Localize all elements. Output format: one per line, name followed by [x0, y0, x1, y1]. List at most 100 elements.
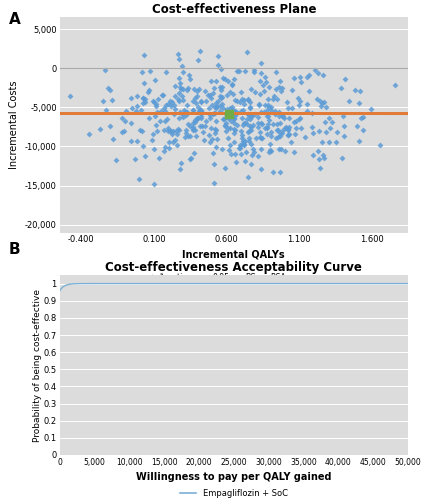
Point — [355, 137, 362, 145]
Point — [202, 98, 209, 106]
Point — [232, 96, 239, 104]
Point — [150, 180, 157, 188]
Point — [279, 126, 286, 134]
Point — [230, 126, 237, 134]
Point — [227, 88, 233, 96]
Point — [198, 114, 204, 122]
Point — [121, 127, 128, 135]
Point — [233, 120, 240, 128]
Point — [208, 76, 215, 84]
Point — [141, 79, 147, 87]
Point — [217, 92, 224, 100]
Point — [267, 132, 274, 140]
Point — [241, 141, 248, 149]
Point — [320, 98, 327, 106]
Point — [145, 86, 152, 94]
Point — [239, 140, 246, 148]
Legend: Empagliflozin + SoC: Empagliflozin + SoC — [176, 486, 291, 500]
Point — [145, 114, 152, 122]
Point — [198, 98, 205, 106]
Point — [197, 112, 204, 120]
Point — [227, 140, 234, 148]
Point — [193, 132, 200, 140]
Point — [190, 119, 196, 127]
Point — [160, 91, 167, 99]
Title: Cost-effectiveness Plane: Cost-effectiveness Plane — [151, 4, 316, 16]
Point — [105, 84, 112, 92]
Point — [206, 104, 213, 112]
Point — [255, 114, 262, 122]
Point — [177, 83, 184, 91]
Point — [340, 112, 346, 120]
Point — [142, 98, 148, 106]
Point — [140, 94, 147, 102]
Point — [196, 106, 202, 114]
Point — [257, 134, 264, 142]
Point — [248, 123, 255, 131]
Point — [286, 114, 292, 122]
Point — [275, 145, 282, 153]
Point — [205, 91, 212, 99]
Point — [171, 92, 178, 100]
Point — [229, 81, 235, 89]
Point — [238, 88, 244, 96]
Point — [293, 124, 300, 132]
Point — [179, 62, 186, 70]
Point — [323, 104, 329, 112]
Point — [248, 140, 255, 148]
Point — [175, 50, 181, 58]
Point — [256, 90, 263, 98]
Point — [196, 86, 202, 94]
Point — [320, 71, 326, 79]
Point — [233, 158, 240, 166]
Point — [297, 114, 303, 122]
Point — [276, 132, 283, 140]
Point — [213, 126, 220, 134]
Point — [170, 138, 177, 146]
Point — [260, 86, 267, 94]
Point — [153, 108, 160, 116]
Point — [231, 138, 238, 146]
Point — [234, 68, 241, 76]
Point — [145, 88, 152, 96]
Point — [191, 85, 198, 93]
Point — [102, 106, 109, 114]
Point — [265, 101, 272, 109]
Point — [109, 96, 116, 104]
Point — [226, 124, 233, 132]
Point — [177, 108, 184, 116]
Point — [176, 114, 183, 122]
Point — [162, 143, 168, 151]
Point — [241, 119, 247, 127]
Point — [258, 165, 264, 173]
Point — [237, 144, 244, 152]
Point — [274, 132, 281, 140]
Legend: Iterations, 0.95, BC, PSA average: Iterations, 0.95, BC, PSA average — [144, 270, 323, 284]
Point — [317, 102, 324, 110]
Point — [282, 124, 289, 132]
Point — [284, 131, 291, 139]
Point — [304, 74, 311, 82]
Point — [244, 48, 251, 56]
Point — [131, 155, 138, 163]
Point — [226, 110, 233, 118]
Point — [238, 127, 245, 135]
Point — [173, 127, 179, 135]
Point — [224, 110, 231, 118]
Point — [289, 86, 296, 94]
Point — [264, 112, 271, 120]
Point — [274, 126, 281, 134]
Point — [316, 164, 323, 172]
Point — [66, 92, 73, 100]
Point — [107, 86, 114, 94]
Point — [298, 78, 305, 86]
Point — [264, 112, 271, 120]
Point — [142, 152, 149, 160]
Point — [264, 124, 271, 132]
Point — [119, 114, 125, 122]
Point — [164, 124, 171, 132]
Point — [340, 122, 347, 130]
Point — [231, 119, 238, 127]
Point — [128, 94, 134, 102]
Point — [376, 141, 383, 149]
